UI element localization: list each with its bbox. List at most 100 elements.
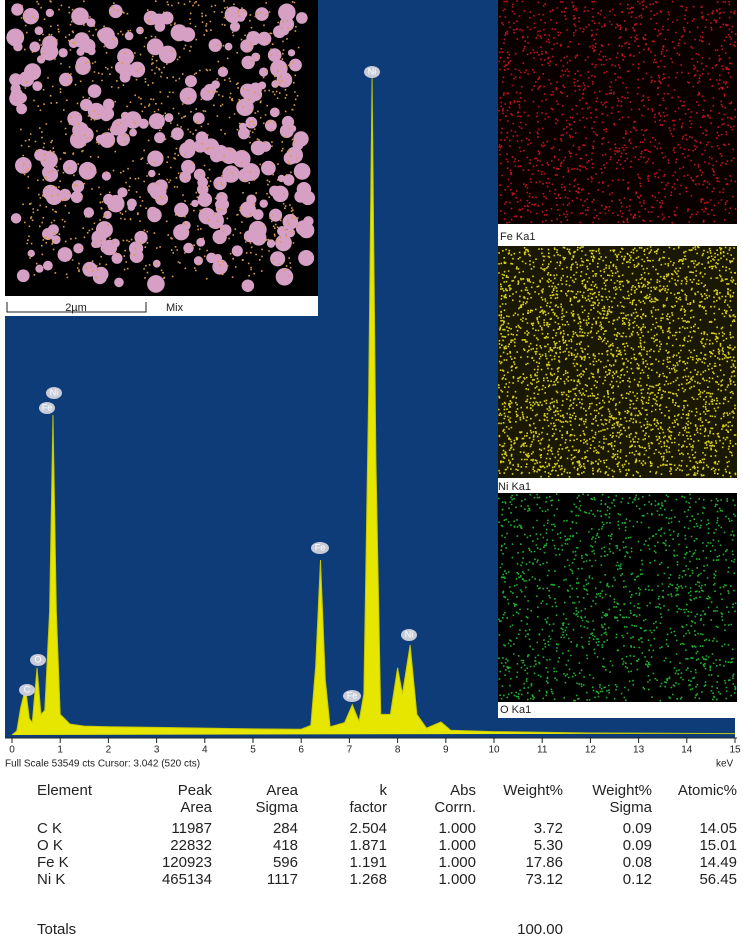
x-tick-label: 11 xyxy=(537,745,548,756)
spectrum xyxy=(11,77,736,736)
table-cell: C K xyxy=(37,820,62,837)
x-tick-label: 8 xyxy=(395,745,401,756)
x-tick-label: 7 xyxy=(347,745,353,756)
peak-badge xyxy=(30,654,46,666)
x-tick-label: 2 xyxy=(106,745,112,756)
table-cell: Weight% xyxy=(592,782,652,799)
table-cell: 465134 xyxy=(162,871,212,888)
table-cell: 100.00 xyxy=(517,921,563,938)
peak-labels: C O Fe Ni Fe Fe Ni Ni xyxy=(19,66,417,702)
peak-label: Ni xyxy=(368,66,377,76)
x-axis: 0 1 2 3 4 5 6 7 8 9 10 11 12 13 14 15 xyxy=(5,737,741,756)
table-cell: 5.30 xyxy=(534,837,563,854)
fe-map xyxy=(498,0,737,224)
x-tick-label: 10 xyxy=(488,745,500,756)
table-cell: 1.871 xyxy=(349,837,387,854)
table-cell: 17.86 xyxy=(525,854,563,871)
table-cell: factor xyxy=(349,799,387,816)
map-name: O Ka1 xyxy=(500,704,531,716)
peak-badge xyxy=(401,629,417,641)
x-tick-label: 3 xyxy=(154,745,160,756)
table-cell: 0.12 xyxy=(623,871,652,888)
table-cell: 0.09 xyxy=(623,837,652,854)
table-cell: 14.05 xyxy=(699,820,737,837)
table-cell: Sigma xyxy=(255,799,298,816)
table-cell: 1.000 xyxy=(438,854,476,871)
table-cell: Area xyxy=(180,799,212,816)
table-cell: Sigma xyxy=(609,799,652,816)
peak-label: Fe xyxy=(347,690,358,700)
table-cell: 1117 xyxy=(267,871,298,888)
peak-label: Fe xyxy=(42,402,53,412)
x-unit: keV xyxy=(716,759,734,770)
table-cell: 1.000 xyxy=(438,837,476,854)
peak-badge xyxy=(311,542,329,554)
x-tick-label: 4 xyxy=(202,745,208,756)
table-cell: Corrn. xyxy=(434,799,476,816)
table-cell: Weight% xyxy=(503,782,563,799)
table-cell: Totals xyxy=(37,921,76,938)
table-cell: 1.000 xyxy=(438,820,476,837)
x-tick-label: 6 xyxy=(298,745,304,756)
table-cell: 11987 xyxy=(171,820,212,837)
peak-label: C xyxy=(24,684,31,694)
map-name: Ni Ka1 xyxy=(498,481,531,493)
table-cell: 22832 xyxy=(170,837,212,854)
table-cell: 14.49 xyxy=(699,854,737,871)
x-tick-label: 15 xyxy=(729,745,741,756)
map-name: Mix xyxy=(166,302,184,314)
table-cell: 284 xyxy=(273,820,298,837)
peak-badge xyxy=(343,690,361,702)
table-cell: 2.504 xyxy=(349,820,387,837)
table-cell: 596 xyxy=(273,854,298,871)
table-cell: O K xyxy=(37,837,63,854)
table-cell: Fe K xyxy=(37,854,69,871)
spectrum-area xyxy=(11,77,736,736)
o-map xyxy=(498,493,737,702)
x-tick-label: 14 xyxy=(681,745,693,756)
quant-table: Element PeakAreaAreaSigmakfactorAbsCorrn.… xyxy=(37,782,737,938)
scale-bar-label: 2µm xyxy=(65,302,87,314)
table-cell: 0.09 xyxy=(623,820,652,837)
peak-label: Ni xyxy=(50,387,59,397)
peak-label: O xyxy=(34,654,41,664)
status-line: Full Scale 53549 cts Cursor: 3.042 (520 … xyxy=(5,759,200,770)
peak-badge xyxy=(39,402,55,414)
table-cell: 418 xyxy=(273,837,298,854)
map-caption xyxy=(5,296,318,316)
x-tick-label: 13 xyxy=(633,745,645,756)
map-caption xyxy=(498,478,737,493)
x-tick-label: 12 xyxy=(585,745,597,756)
x-tick-label: 0 xyxy=(9,745,15,756)
x-tick-label: 5 xyxy=(250,745,256,756)
map-caption xyxy=(498,224,737,246)
peak-badge xyxy=(364,66,380,78)
table-cell: 120923 xyxy=(162,854,212,871)
table-cell: 1.191 xyxy=(349,854,387,871)
table-cell: Area xyxy=(266,782,298,799)
peak-badge xyxy=(46,387,62,399)
table-cell: k xyxy=(380,782,388,799)
table-cell: Ni K xyxy=(37,871,65,888)
map-name: Fe Ka1 xyxy=(500,231,535,243)
table-cell: Atomic% xyxy=(678,782,737,799)
x-tick-label: 9 xyxy=(443,745,449,756)
table-cell: 73.12 xyxy=(525,871,563,888)
table-cell: 1.000 xyxy=(438,871,476,888)
x-tick-label: 1 xyxy=(57,745,63,756)
table-cell: 3.72 xyxy=(534,820,563,837)
peak-label: Ni xyxy=(405,629,414,639)
peak-label: Fe xyxy=(315,542,326,552)
ni-pattern xyxy=(498,246,737,478)
map-caption xyxy=(498,702,737,718)
table-cell: Peak xyxy=(178,782,213,799)
table-cell: 56.45 xyxy=(699,871,737,888)
table-cell: 1.268 xyxy=(349,871,387,888)
table-cell: Element xyxy=(37,782,93,799)
table-cell: 0.08 xyxy=(623,854,652,871)
table-cell: 15.01 xyxy=(699,837,737,854)
mix-pattern xyxy=(6,3,316,293)
peak-badge xyxy=(19,684,35,696)
